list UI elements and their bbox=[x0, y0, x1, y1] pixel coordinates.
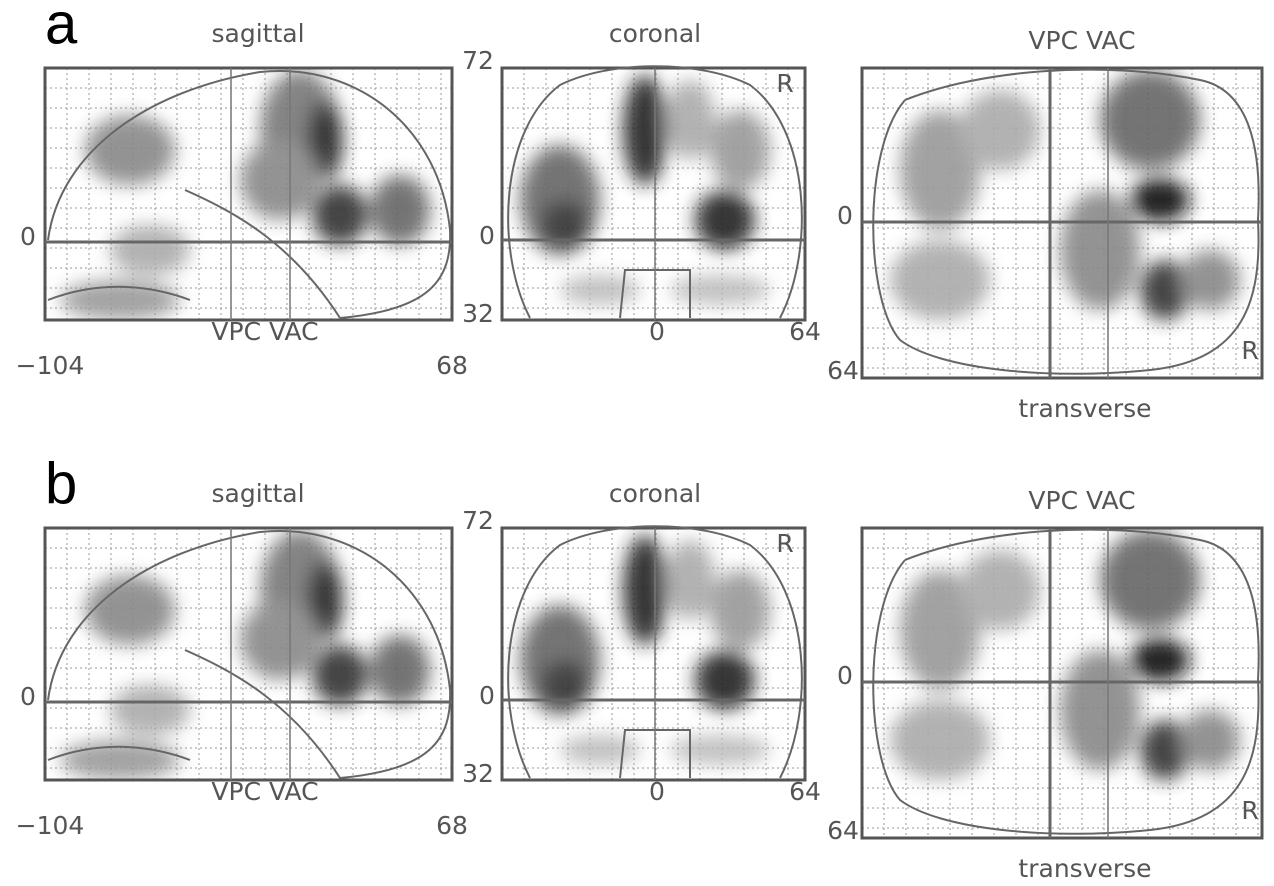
view-caption: transverse bbox=[1018, 854, 1151, 883]
blob bbox=[960, 550, 1040, 630]
axis-label: 72 bbox=[462, 46, 494, 75]
side-label: R bbox=[776, 69, 793, 98]
blob bbox=[110, 685, 190, 735]
figure: a sagittal VPC VAC 0 −104 68 coronal 72 0 32 0 64 R V… bbox=[0, 0, 1274, 886]
blob bbox=[240, 600, 320, 680]
view-caption: transverse bbox=[1018, 394, 1151, 423]
axis-label: 68 bbox=[436, 811, 468, 840]
blob bbox=[1100, 70, 1200, 170]
view-caption: VPC VAC bbox=[211, 317, 318, 346]
axis-label: 0 bbox=[649, 317, 665, 346]
blob bbox=[312, 185, 368, 245]
panel-letter: b bbox=[45, 451, 77, 516]
blob bbox=[370, 635, 430, 705]
blob bbox=[1130, 178, 1190, 222]
axis-label: 64 bbox=[827, 356, 859, 385]
view-caption: VPC VAC bbox=[211, 777, 318, 806]
c-view bbox=[502, 526, 805, 780]
blob bbox=[710, 110, 770, 190]
blob bbox=[710, 570, 770, 650]
side-label: R bbox=[1241, 336, 1258, 365]
view-title: coronal bbox=[609, 479, 701, 508]
side-label: R bbox=[1241, 796, 1258, 825]
blob bbox=[312, 645, 368, 705]
blob bbox=[560, 275, 640, 305]
blob bbox=[110, 225, 190, 275]
axis-label: 0 bbox=[837, 661, 853, 690]
axis-label: 64 bbox=[789, 777, 821, 806]
axis-label: 0 bbox=[20, 222, 36, 251]
axis-label: 0 bbox=[479, 221, 495, 250]
axis-label: 0 bbox=[837, 201, 853, 230]
axis-label: 68 bbox=[436, 351, 468, 380]
axis-label: 0 bbox=[20, 682, 36, 711]
blob bbox=[890, 240, 990, 320]
view-title: coronal bbox=[609, 19, 701, 48]
view-title: VPC VAC bbox=[1028, 486, 1135, 515]
blob bbox=[1180, 710, 1240, 770]
blob bbox=[560, 735, 640, 765]
t-view bbox=[862, 528, 1262, 838]
blob bbox=[1060, 190, 1140, 310]
s-view bbox=[45, 68, 452, 320]
axis-label: 72 bbox=[462, 506, 494, 535]
side-label: R bbox=[776, 529, 793, 558]
axis-label: 64 bbox=[827, 816, 859, 845]
axis-label: 32 bbox=[462, 299, 494, 328]
blob bbox=[665, 540, 715, 620]
blob bbox=[670, 275, 770, 305]
blob bbox=[540, 660, 590, 710]
panel-letter: a bbox=[45, 0, 78, 56]
blob bbox=[623, 75, 667, 185]
panel: b sagittal VPC VAC 0 −104 68 coronal 72 0 32 0 64 R V… bbox=[16, 451, 1262, 883]
axis-label: 32 bbox=[462, 759, 494, 788]
axis-label: 0 bbox=[649, 777, 665, 806]
blob bbox=[370, 175, 430, 245]
blob bbox=[665, 80, 715, 160]
axis-label: −104 bbox=[16, 351, 85, 380]
s-view bbox=[45, 528, 452, 780]
blob bbox=[1100, 530, 1200, 630]
blob bbox=[85, 115, 175, 185]
axis-label: −104 bbox=[16, 811, 85, 840]
axis-label: 64 bbox=[789, 317, 821, 346]
t-view bbox=[862, 68, 1262, 378]
view-title: VPC VAC bbox=[1028, 26, 1135, 55]
blob bbox=[623, 535, 667, 645]
blob bbox=[670, 735, 770, 765]
blob bbox=[1060, 650, 1140, 770]
view-title: sagittal bbox=[211, 19, 304, 48]
blob bbox=[890, 700, 990, 780]
view-title: sagittal bbox=[211, 479, 304, 508]
blob bbox=[960, 90, 1040, 170]
panel: a sagittal VPC VAC 0 −104 68 coronal 72 0 32 0 64 R V… bbox=[16, 0, 1262, 423]
blob bbox=[1180, 250, 1240, 310]
c-view bbox=[502, 66, 805, 320]
blob bbox=[85, 575, 175, 645]
blob bbox=[1130, 638, 1190, 682]
blob bbox=[540, 200, 590, 250]
blob bbox=[240, 140, 320, 220]
axis-label: 0 bbox=[479, 681, 495, 710]
